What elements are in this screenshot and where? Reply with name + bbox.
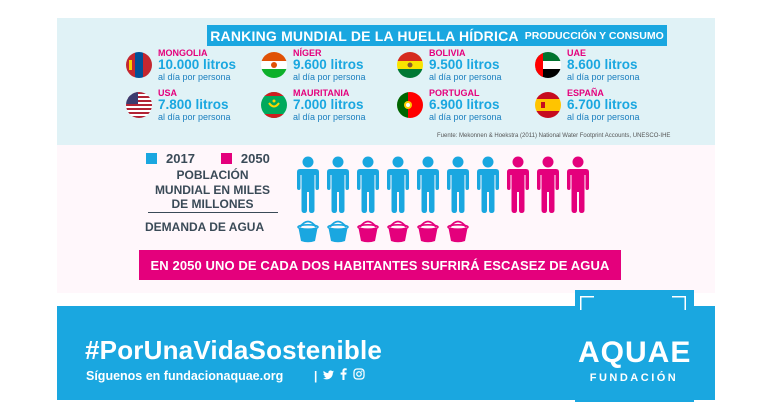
country-name: MONGOLIA [158, 48, 208, 58]
mauritania-flag-icon [261, 92, 287, 118]
facebook-icon[interactable] [340, 368, 348, 383]
country-desc: al día por persona [293, 112, 366, 122]
country-desc: al día por persona [158, 72, 231, 82]
water-demand-label: DEMANDA DE AGUA [145, 220, 265, 234]
legend-label-2050: 2050 [240, 151, 270, 166]
separator: | [314, 368, 318, 383]
country-name: BOLIVIA [429, 48, 466, 58]
scarcity-banner: EN 2050 UNO DE CADA DOS HABITANTES SUFRI… [139, 250, 621, 280]
mongolia-flag-icon [126, 52, 152, 78]
country-spain: ESPAÑA 6.700 litros al día por persona [535, 88, 685, 128]
person-icon-2050 [536, 156, 560, 213]
population-icons [296, 156, 596, 214]
person-icon-2050 [566, 156, 590, 213]
country-value: 7.000 litros [293, 97, 364, 112]
twitter-icon[interactable] [323, 369, 335, 383]
country-name: MAURITANIA [293, 88, 350, 98]
uae-flag-icon [535, 52, 561, 78]
person-icon-2050 [506, 156, 530, 213]
legend-swatch-2050 [220, 153, 232, 164]
person-icon-2017 [476, 156, 500, 213]
country-desc: al día por persona [429, 72, 502, 82]
bolivia-flag-icon [397, 52, 423, 78]
ranking-title-bar: RANKING MUNDIAL DE LA HUELLA HÍDRICA PRO… [207, 25, 667, 46]
country-value: 9.600 litros [293, 57, 364, 72]
portugal-flag-icon [397, 92, 423, 118]
social-links: | [314, 368, 365, 383]
logo-wordmark: AQUAE [578, 336, 692, 369]
bucket-icon-2050 [386, 218, 410, 243]
country-mauritania: MAURITANIA 7.000 litros al día por perso… [261, 88, 411, 128]
country-bolivia: BOLIVIA 9.500 litros al día por persona [397, 48, 547, 88]
country-value: 6.900 litros [429, 97, 500, 112]
niger-flag-icon [261, 52, 287, 78]
country-name: PORTUGAL [429, 88, 480, 98]
country-name: NÍGER [293, 48, 322, 58]
country-desc: al día por persona [567, 72, 640, 82]
country-value: 9.500 litros [429, 57, 500, 72]
country-name: UAE [567, 48, 587, 58]
country-value: 8.600 litros [567, 57, 638, 72]
country-value: 6.700 litros [567, 97, 638, 112]
country-portugal: PORTUGAL 6.900 litros al día por persona [397, 88, 547, 128]
country-usa: USA 7.800 litros al día por persona [126, 88, 276, 128]
person-icon-2017 [326, 156, 350, 213]
usa-flag-icon [126, 92, 152, 118]
legend: 2017 2050 [146, 151, 270, 166]
instagram-icon[interactable] [353, 368, 365, 383]
population-label: POBLACIÓN MUNDIAL EN MILES DE MILLONES [154, 168, 271, 211]
country-value: 7.800 litros [158, 97, 229, 112]
country-mongolia: MONGOLIA 10.000 litros al día por person… [126, 48, 276, 88]
bucket-icon-2050 [356, 218, 380, 243]
country-value: 10.000 litros [158, 57, 237, 72]
country-desc: al día por persona [293, 72, 366, 82]
country-uae: UAE 8.600 litros al día por persona [535, 48, 685, 88]
country-desc: al día por persona [429, 112, 502, 122]
ranking-subtitle: PRODUCCIÓN Y CONSUMO [524, 29, 664, 42]
logo-subtitle: FUNDACIÓN [589, 372, 679, 384]
ranking-panel: RANKING MUNDIAL DE LA HUELLA HÍDRICA PRO… [57, 18, 715, 145]
person-icon-2017 [416, 156, 440, 213]
bucket-icon-2017 [296, 218, 320, 243]
country-name: USA [158, 88, 178, 98]
country-desc: al día por persona [567, 112, 640, 122]
person-icon-2017 [296, 156, 320, 213]
person-icon-2017 [356, 156, 380, 213]
country-desc: al día por persona [158, 112, 231, 122]
water-demand-icons [296, 218, 476, 244]
bucket-icon-2050 [416, 218, 440, 243]
ranking-title: RANKING MUNDIAL DE LA HUELLA HÍDRICA [210, 27, 519, 44]
bucket-icon-2050 [446, 218, 470, 243]
divider [148, 212, 278, 213]
hashtag: #PorUnaVidaSostenible [85, 335, 383, 365]
follow-link[interactable]: Síguenos en fundacionaquae.org [86, 369, 284, 383]
country-niger: NÍGER 9.600 litros al día por persona [261, 48, 411, 88]
legend-label-2017: 2017 [166, 151, 195, 166]
legend-swatch-2017 [146, 153, 157, 164]
person-icon-2017 [446, 156, 470, 213]
person-icon-2017 [386, 156, 410, 213]
country-name: ESPAÑA [567, 88, 604, 98]
spain-flag-icon [535, 92, 561, 118]
bucket-icon-2017 [326, 218, 350, 243]
source-note: Fuente: Mekonnen & Hoekstra (2011) Natio… [437, 133, 671, 139]
